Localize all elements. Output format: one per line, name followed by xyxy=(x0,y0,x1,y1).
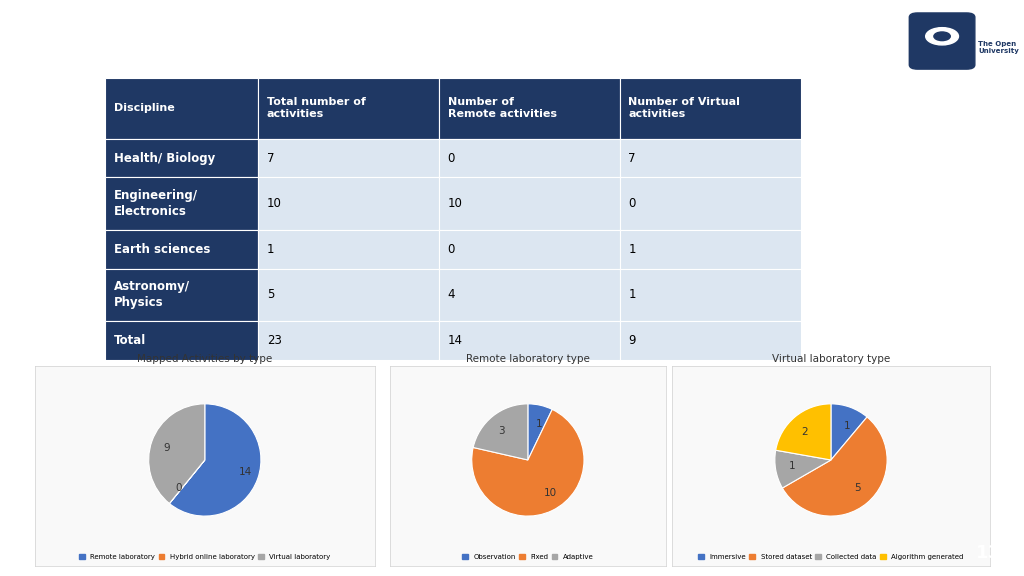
Text: 13: 13 xyxy=(976,544,1000,562)
Bar xyxy=(105,230,258,269)
Legend: Remote laboratory, Hybrid online laboratory, Virtual laboratory: Remote laboratory, Hybrid online laborat… xyxy=(77,551,333,563)
Text: Astronomy/
Physics: Astronomy/ Physics xyxy=(114,281,189,309)
Text: 4: 4 xyxy=(447,289,455,301)
Bar xyxy=(439,321,620,360)
Text: Number of
Remote activities: Number of Remote activities xyxy=(447,97,557,119)
Text: 1: 1 xyxy=(267,243,274,256)
Text: 1: 1 xyxy=(629,289,636,301)
Text: Discipline: Discipline xyxy=(114,103,174,113)
Bar xyxy=(439,230,620,269)
Bar xyxy=(439,177,620,230)
Text: 23: 23 xyxy=(267,334,282,347)
Text: 10: 10 xyxy=(267,197,282,210)
Title: Mapped Activities by type: Mapped Activities by type xyxy=(137,354,272,363)
Circle shape xyxy=(926,28,958,45)
Circle shape xyxy=(934,32,950,41)
Bar xyxy=(439,78,620,139)
Bar xyxy=(105,177,258,230)
Text: 10: 10 xyxy=(447,197,463,210)
Legend: Immersive, Stored dataset, Collected data, Algorithm generated: Immersive, Stored dataset, Collected dat… xyxy=(695,551,967,563)
Bar xyxy=(258,177,439,230)
Text: Health/ Biology: Health/ Biology xyxy=(114,151,215,165)
Bar xyxy=(620,321,801,360)
Text: 5: 5 xyxy=(267,289,274,301)
Bar xyxy=(439,139,620,177)
Bar xyxy=(620,230,801,269)
FancyBboxPatch shape xyxy=(909,13,975,69)
Text: 7: 7 xyxy=(629,151,636,165)
Bar xyxy=(105,321,258,360)
Bar xyxy=(105,139,258,177)
Text: Total number of
activities: Total number of activities xyxy=(267,97,366,119)
Text: 14: 14 xyxy=(447,334,463,347)
Bar xyxy=(620,78,801,139)
Text: 0: 0 xyxy=(629,197,636,210)
Text: 1: 1 xyxy=(629,243,636,256)
Text: 0: 0 xyxy=(447,151,455,165)
Bar xyxy=(258,269,439,321)
Text: 9: 9 xyxy=(629,334,636,347)
Text: Engineering/
Electronics: Engineering/ Electronics xyxy=(114,189,198,218)
Text: Total: Total xyxy=(114,334,146,347)
Text: 0: 0 xyxy=(447,243,455,256)
Bar xyxy=(258,321,439,360)
Bar xyxy=(105,78,258,139)
Text: The Open
University: The Open University xyxy=(978,41,1019,54)
Bar xyxy=(620,269,801,321)
Legend: Observation, Fixed, Adaptive: Observation, Fixed, Adaptive xyxy=(460,551,596,563)
Bar xyxy=(258,78,439,139)
Bar xyxy=(620,177,801,230)
Title: Virtual laboratory type: Virtual laboratory type xyxy=(772,354,890,363)
Bar xyxy=(105,269,258,321)
Bar xyxy=(620,139,801,177)
Text: Earth sciences: Earth sciences xyxy=(114,243,210,256)
Text: 7: 7 xyxy=(267,151,274,165)
Text: Initial findings – activity types: Initial findings – activity types xyxy=(13,24,464,50)
Title: Remote laboratory type: Remote laboratory type xyxy=(466,354,590,363)
Bar xyxy=(439,269,620,321)
Bar xyxy=(258,230,439,269)
Text: Number of Virtual
activities: Number of Virtual activities xyxy=(629,97,740,119)
Bar xyxy=(258,139,439,177)
